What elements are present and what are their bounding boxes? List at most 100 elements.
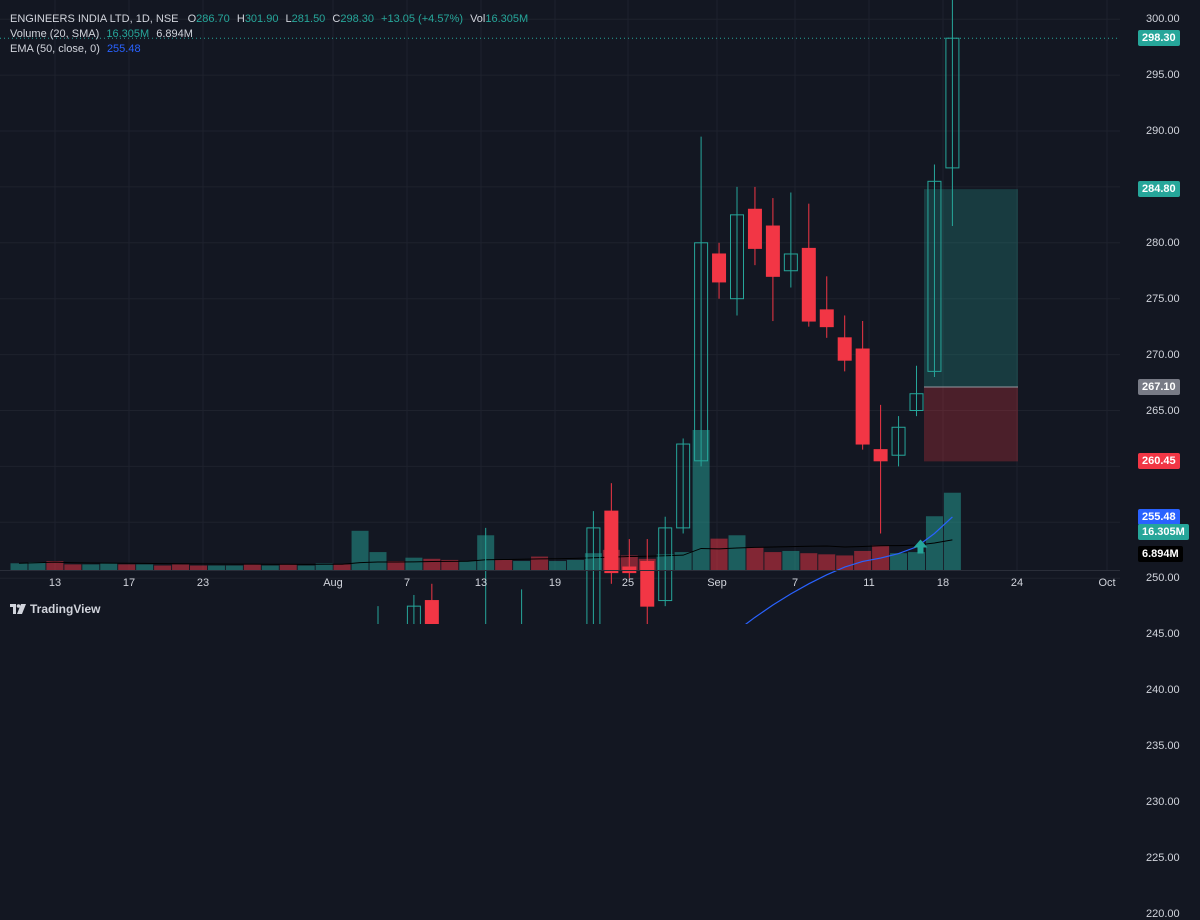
- time-tick: 24: [1010, 577, 1024, 589]
- candle-up: [694, 242, 709, 462]
- volume-bar: [943, 492, 961, 570]
- time-tick: Oct: [1098, 577, 1116, 589]
- price-tick: 270.00: [1146, 348, 1180, 361]
- high-value: 301.90: [244, 13, 279, 25]
- price-tick: 240.00: [1146, 684, 1180, 696]
- change-value: +13.05 (+4.57%): [381, 13, 463, 25]
- price-label-volume: 16.305M: [1138, 524, 1189, 540]
- price-tick: 280.00: [1146, 236, 1180, 249]
- chart-area[interactable]: [0, 0, 1200, 624]
- volume-bar: [136, 564, 154, 570]
- price-tick: 300.00: [1146, 13, 1180, 26]
- candle-up: [730, 214, 744, 300]
- volume-bar: [64, 564, 82, 570]
- volume-bar: [172, 564, 190, 570]
- candle-up: [783, 253, 798, 272]
- target-zone: [924, 189, 1018, 388]
- time-tick: 11: [863, 577, 875, 589]
- ema-legend-row[interactable]: EMA (50, close, 0) 255.48: [10, 42, 528, 57]
- stop-zone: [924, 387, 1018, 462]
- open-value: 286.70: [196, 13, 230, 25]
- volume-bar: [28, 562, 46, 570]
- volume-bar: [243, 564, 261, 570]
- tradingview-logo[interactable]: TradingView: [10, 602, 100, 616]
- candle-down: [747, 208, 762, 249]
- candle-down: [712, 253, 727, 283]
- volume-bar: [728, 535, 746, 570]
- time-tick: Sep: [707, 577, 727, 589]
- volume-bar: [710, 538, 728, 570]
- time-tick: 19: [548, 577, 562, 589]
- volume-value: 16.305M: [485, 13, 529, 25]
- volume-bar: [154, 565, 172, 570]
- candle-down: [604, 510, 619, 574]
- open-label: O: [187, 13, 197, 25]
- volume-bar: [82, 564, 100, 570]
- volume-bar: [764, 552, 782, 570]
- volume-bar: [423, 558, 441, 570]
- candle-up: [406, 605, 421, 624]
- high-label: H: [236, 13, 245, 25]
- volume-bar: [10, 563, 28, 570]
- volume-legend-row[interactable]: Volume (20, SMA) 16.305M 6.894M: [10, 27, 528, 42]
- candle-down: [424, 600, 439, 624]
- volume-indicator-label[interactable]: Volume (20, SMA): [10, 28, 100, 40]
- volume-bar: [495, 559, 513, 570]
- volume-bar: [566, 559, 584, 570]
- candle-up: [891, 426, 906, 456]
- volume-bar: [118, 564, 136, 570]
- buy-arrow-icon: [913, 539, 928, 554]
- candle-down: [873, 449, 888, 462]
- volume-label: Vol: [470, 13, 486, 25]
- candle-down: [837, 337, 852, 361]
- price-label-target: 284.80: [1138, 181, 1180, 198]
- candle-down: [622, 566, 637, 574]
- time-axis[interactable]: 13 17 23 Aug 7 13 19 25 Sep 7 11 18 24 Oct: [0, 570, 1120, 595]
- candle-up: [909, 393, 924, 412]
- volume-bar: [441, 559, 459, 570]
- volume-bar: [100, 563, 118, 570]
- volume-indicator-value: 16.305M: [106, 28, 150, 40]
- price-label-volume-ma: 6.894M: [1138, 546, 1183, 562]
- volume-bar: [207, 565, 225, 570]
- candle-down: [855, 348, 870, 445]
- close-value: 298.30: [340, 13, 374, 25]
- price-tick: 245.00: [1146, 628, 1180, 641]
- price-tick: 235.00: [1146, 739, 1180, 752]
- time-tick: 17: [122, 577, 136, 589]
- volume-bar: [908, 552, 925, 570]
- price-tick: 290.00: [1146, 125, 1180, 137]
- time-tick: 18: [936, 577, 950, 589]
- volume-bar: [854, 550, 872, 570]
- low-label: L: [285, 13, 292, 25]
- candlestick-chart[interactable]: [0, 0, 1200, 624]
- volume-bar: [692, 430, 710, 570]
- symbol-label[interactable]: ENGINEERS INDIA LTD, 1D, NSE: [10, 13, 179, 25]
- tradingview-label: TradingView: [30, 602, 101, 616]
- volume-bar: [261, 565, 279, 570]
- candle-down: [640, 560, 655, 607]
- volume-bar: [46, 561, 64, 570]
- symbol-legend-row[interactable]: ENGINEERS INDIA LTD, 1D, NSE O286.70 H30…: [10, 12, 528, 27]
- candle-down: [819, 309, 834, 328]
- volume-bar: [513, 561, 531, 570]
- time-tick: 13: [48, 577, 62, 589]
- price-tick: 220.00: [1146, 907, 1180, 920]
- close-label: C: [332, 13, 341, 25]
- price-axis[interactable]: 310.00305.00300.00295.00290.00285.00280.…: [1120, 0, 1200, 920]
- ema-indicator-label[interactable]: EMA (50, close, 0): [10, 43, 100, 55]
- candle-down: [765, 225, 780, 277]
- time-tick: 7: [791, 577, 799, 589]
- candle-up: [586, 527, 601, 624]
- time-tick: 23: [196, 577, 210, 589]
- volume-bar: [225, 565, 243, 570]
- volume-bar: [459, 561, 477, 570]
- candle-down: [801, 247, 816, 322]
- price-label-entry: 267.10: [1138, 379, 1180, 396]
- ema-line: [745, 516, 953, 624]
- volume-bar: [800, 553, 818, 570]
- volume-bar: [405, 557, 423, 570]
- price-tick: 275.00: [1146, 292, 1180, 305]
- volume-bar: [890, 553, 908, 570]
- time-tick: 7: [403, 577, 411, 589]
